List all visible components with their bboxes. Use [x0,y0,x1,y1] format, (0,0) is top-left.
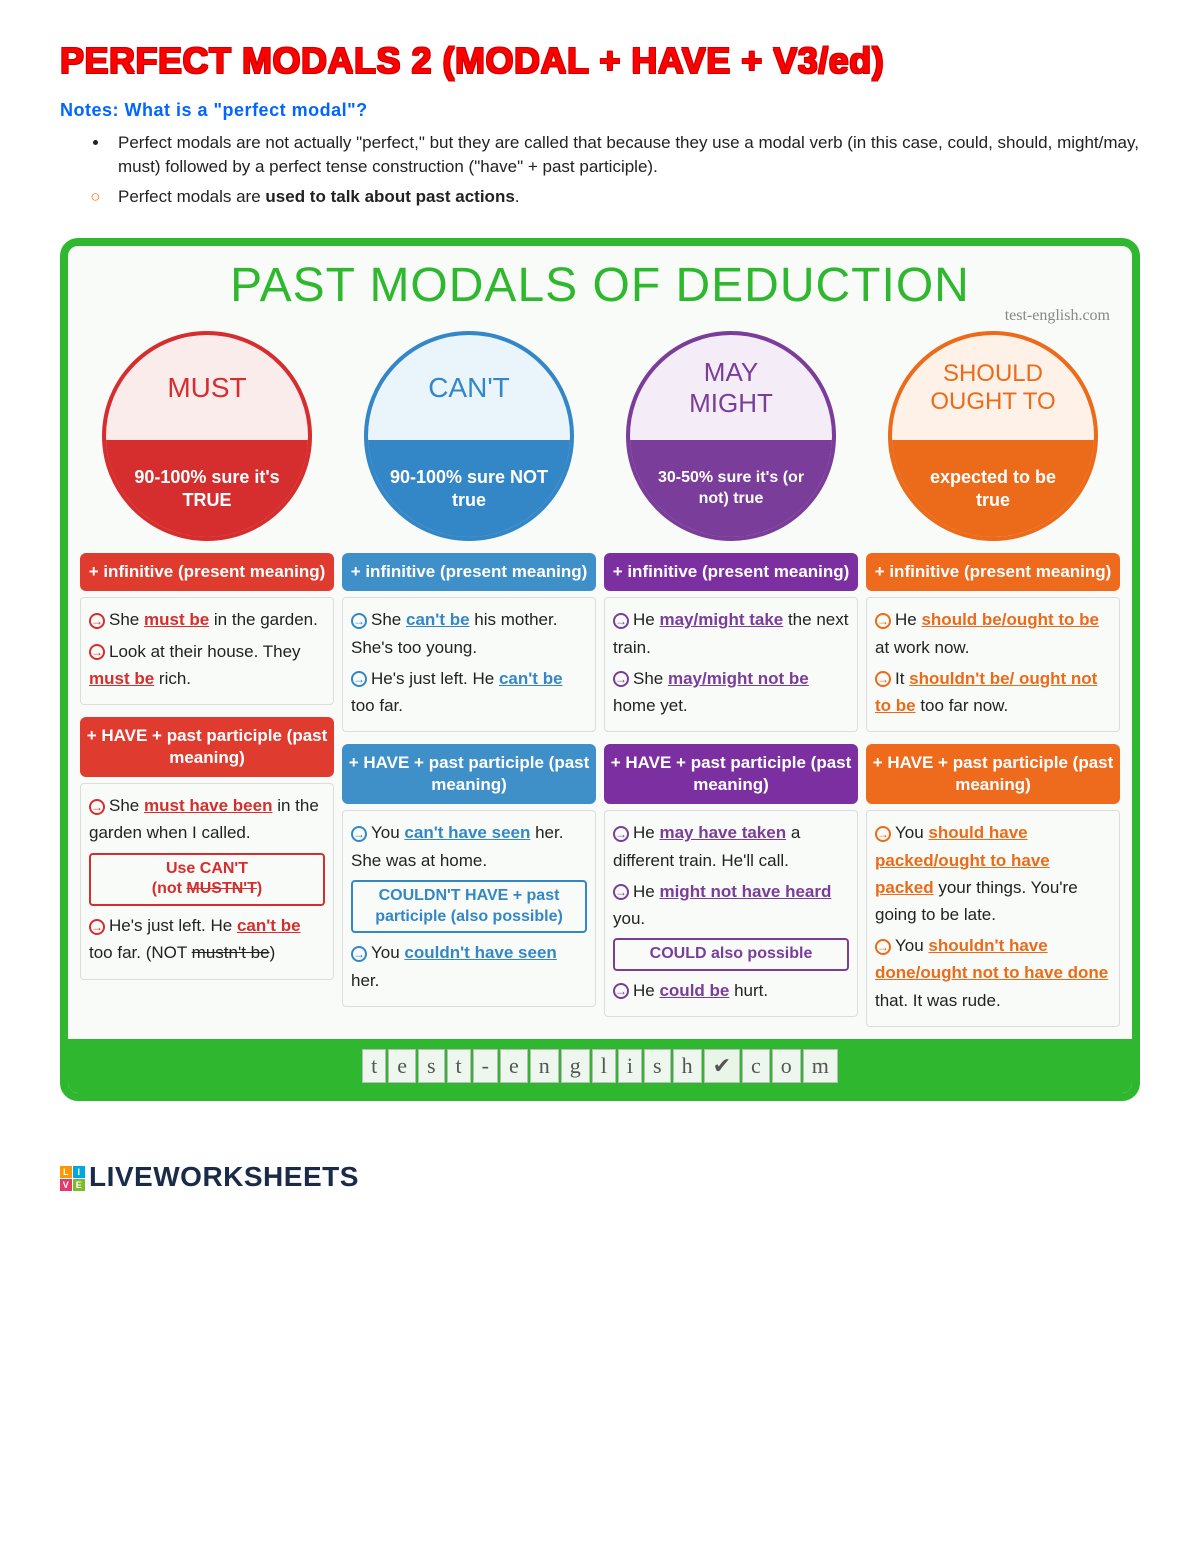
examples: →He may have taken a different train. He… [604,810,858,1017]
notes-heading: Notes: What is a "perfect modal"? [60,100,1140,121]
block-heading: + HAVE + past participle (past meaning) [866,744,1120,804]
examples: →She can't be his mother. She's too youn… [342,597,596,732]
note-bullet-1: Perfect modals are not actually "perfect… [110,131,1140,179]
poster-title: PAST MODALS OF DEDUCTION [80,258,1120,313]
block-heading: + infinitive (present meaning) [866,553,1120,591]
circle-desc: 90-100% sure it's TRUE [106,440,308,537]
notes-list: Perfect modals are not actually "perfect… [110,131,1140,208]
examples: →He should be/ought to be at work now. →… [866,597,1120,732]
circle-desc: 30-50% sure it's (or not) true [630,440,832,537]
footer-bar: test-english✔com [68,1039,1132,1093]
note-box-purple: COULD also possible [613,938,849,971]
circle-label: CAN'T [368,335,570,440]
examples: →She must have been in the garden when I… [80,783,334,979]
col-cant: CAN'T 90-100% sure NOT true + infinitive… [342,331,596,1026]
examples: →You can't have seen her. She was at hom… [342,810,596,1006]
circle-label: MAYMIGHT [630,335,832,440]
block-heading: + HAVE + past participle (past meaning) [342,744,596,804]
columns: MUST 90-100% sure it's TRUE + infinitive… [80,331,1120,1026]
text: . [515,187,520,206]
circle-label: MUST [106,335,308,440]
circle-desc: expected to be true [892,440,1094,537]
note-bullet-2: Perfect modals are used to talk about pa… [110,185,1140,209]
circle-may: MAYMIGHT 30-50% sure it's (or not) true [626,331,836,541]
poster: PAST MODALS OF DEDUCTION test-english.co… [60,238,1140,1100]
page-title: PERFECT MODALS 2 (MODAL + HAVE + V3/ed) [60,40,1140,82]
circle-label: SHOULDOUGHT TO [892,335,1094,440]
circle-cant: CAN'T 90-100% sure NOT true [364,331,574,541]
block-heading: + infinitive (present meaning) [604,553,858,591]
block-heading: + HAVE + past participle (past meaning) [604,744,858,804]
note-box-blue: COULDN'T HAVE + past participle (also po… [351,880,587,934]
text: Perfect modals are [118,187,265,206]
text-bold: used to talk about past actions [265,187,514,206]
examples: →You should have packed/ought to have pa… [866,810,1120,1026]
circle-desc: 90-100% sure NOT true [368,440,570,537]
brand-text: LIVEWORKSHEETS [89,1161,359,1192]
block-heading: + infinitive (present meaning) [342,553,596,591]
block-heading: + infinitive (present meaning) [80,553,334,591]
block-heading: + HAVE + past participle (past meaning) [80,717,334,777]
examples: →He may/might take the next train. →She … [604,597,858,732]
brand-logo: LIVE LIVEWORKSHEETS [60,1161,1140,1193]
col-may-might: MAYMIGHT 30-50% sure it's (or not) true … [604,331,858,1026]
circle-should: SHOULDOUGHT TO expected to be true [888,331,1098,541]
note-box-red: Use CAN'T (not MUSTN'T) [89,853,325,907]
logo-icon: LIVE [60,1166,85,1191]
circle-must: MUST 90-100% sure it's TRUE [102,331,312,541]
col-must: MUST 90-100% sure it's TRUE + infinitive… [80,331,334,1026]
examples: →She must be in the garden. →Look at the… [80,597,334,705]
col-should: SHOULDOUGHT TO expected to be true + inf… [866,331,1120,1026]
